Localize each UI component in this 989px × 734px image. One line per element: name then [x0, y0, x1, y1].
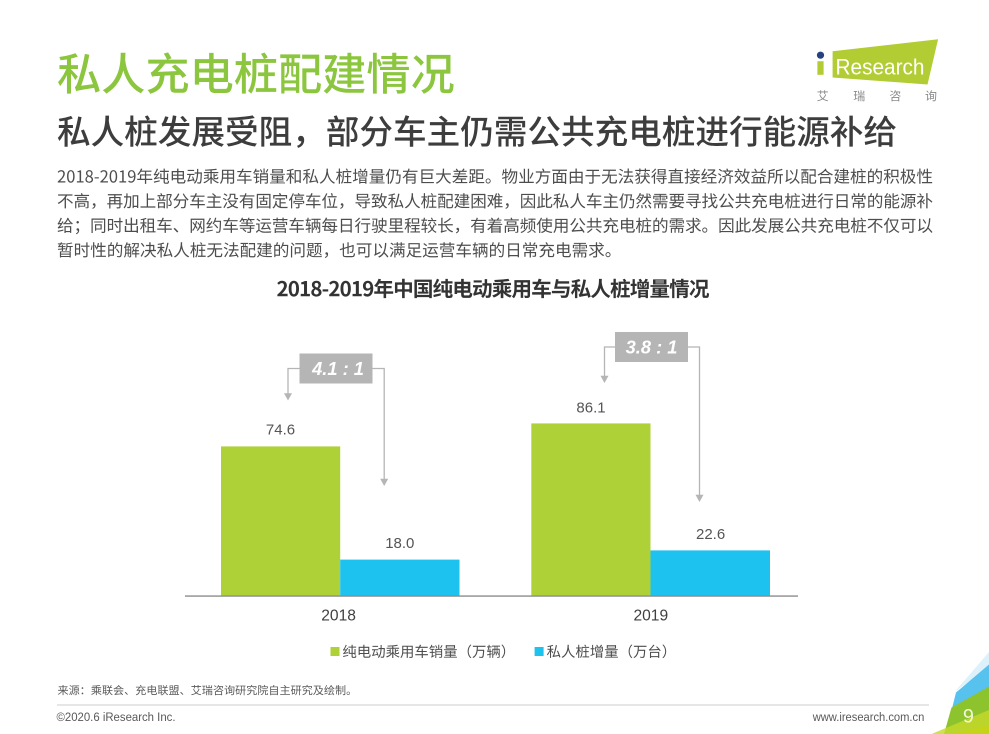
svg-text:9: 9 [963, 706, 974, 728]
svg-text:Research: Research [836, 55, 925, 80]
svg-text:2019: 2019 [633, 608, 668, 625]
svg-text:www.iresearch.com.cn: www.iresearch.com.cn [812, 710, 925, 724]
svg-text:4.1 : 1: 4.1 : 1 [311, 358, 364, 379]
svg-text:2018: 2018 [321, 608, 356, 625]
svg-text:18.0: 18.0 [385, 535, 414, 552]
svg-text:3.8 : 1: 3.8 : 1 [626, 337, 678, 358]
svg-text:86.1: 86.1 [576, 399, 605, 416]
svg-text:74.6: 74.6 [266, 421, 295, 438]
svg-text:©2020.6 iResearch Inc.: ©2020.6 iResearch Inc. [57, 710, 176, 724]
svg-text:22.6: 22.6 [696, 526, 725, 543]
